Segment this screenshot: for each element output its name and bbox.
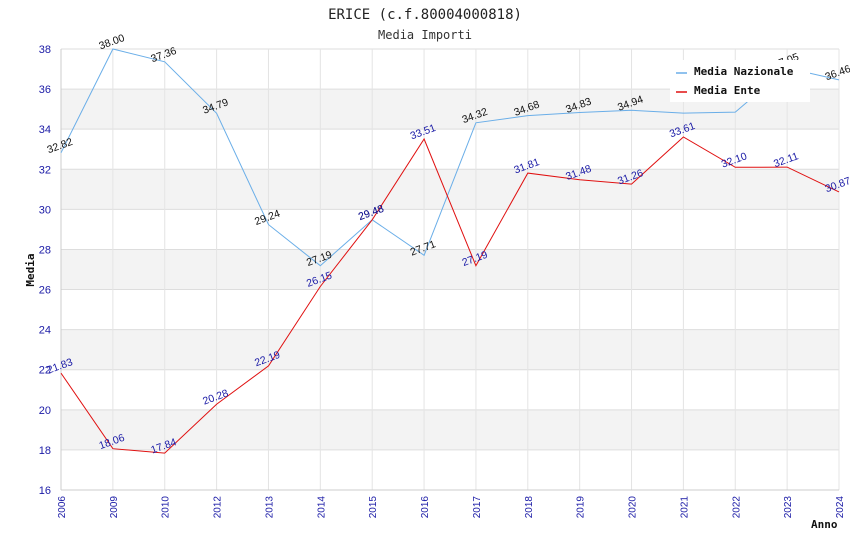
x-tick-label: 2016 (420, 496, 431, 519)
x-tick-label: 2010 (161, 496, 172, 519)
y-tick-label: 18 (39, 445, 51, 457)
x-tick-label: 2017 (472, 496, 483, 519)
data-label-ente: 21.83 (46, 356, 75, 376)
x-tick-label: 2013 (264, 496, 275, 519)
x-tick-label: 2018 (524, 496, 535, 519)
plot-background-bands (61, 89, 839, 450)
chart-subtitle: Media Importi (378, 28, 472, 42)
x-tick-label: 2012 (213, 496, 224, 519)
x-tick-label: 2006 (57, 496, 68, 519)
series-line-nazionale (60, 48, 840, 267)
data-label-nazionale: 29.24 (253, 208, 282, 228)
data-label-nazionale: 32.82 (46, 136, 75, 156)
data-label-nazionale: 36.46 (824, 63, 850, 83)
y-tick-label: 22 (39, 365, 51, 377)
background-band (61, 409, 839, 450)
x-tick-label: 2014 (316, 496, 327, 519)
x-tick-label: 2022 (731, 496, 742, 519)
y-tick-label: 32 (39, 164, 51, 176)
series-line-ente (60, 136, 840, 454)
y-tick-label: 24 (39, 325, 51, 337)
y-axis-label: Media (24, 253, 37, 286)
y-tick-label: 34 (39, 124, 51, 136)
x-tick-label: 2015 (368, 496, 379, 519)
y-tick-label: 28 (39, 244, 51, 256)
y-tick-label: 38 (39, 44, 51, 56)
x-axis-ticks: 2006 2009 2010 2012 2013 2014 2015 2016 2017 2018… (57, 496, 846, 519)
x-tick-label: 2020 (628, 496, 639, 519)
legend: Media Nazionale Media Ente (670, 60, 810, 102)
y-tick-label: 16 (39, 485, 51, 497)
series-lines (60, 48, 840, 454)
background-band (61, 249, 839, 290)
y-tick-label: 36 (39, 84, 51, 96)
x-axis-label: Anno (811, 518, 838, 531)
x-tick-label: 2019 (576, 496, 587, 519)
gridlines (60, 48, 840, 491)
data-label-nazionale: 37.36 (149, 45, 178, 65)
x-tick-label: 2024 (835, 496, 846, 519)
y-axis-ticks: 16 18 20 22 24 26 28 30 32 34 36 38 (39, 44, 51, 497)
legend-label-nazionale: Media Nazionale (694, 65, 794, 78)
x-tick-label: 2009 (109, 496, 120, 519)
chart-title: ERICE (c.f.80004000818) (328, 7, 522, 23)
y-tick-label: 30 (39, 204, 51, 216)
legend-label-ente: Media Ente (694, 84, 761, 97)
y-tick-label: 26 (39, 285, 51, 297)
y-tick-label: 20 (39, 405, 51, 417)
x-tick-label: 2021 (679, 496, 690, 519)
axes (60, 49, 839, 491)
background-band (61, 329, 839, 370)
x-tick-label: 2023 (783, 496, 794, 519)
legend-background (670, 60, 810, 102)
